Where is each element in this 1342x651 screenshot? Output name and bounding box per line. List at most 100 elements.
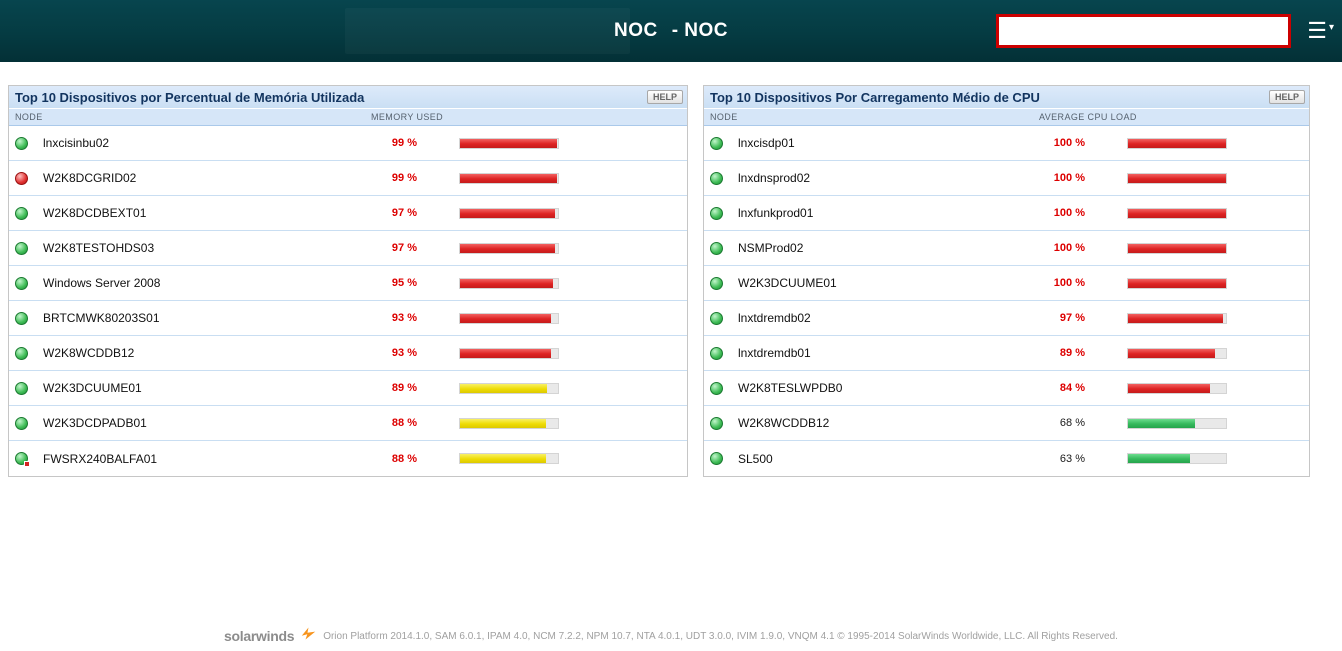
node-name[interactable]: SL500 — [738, 451, 773, 466]
table-row[interactable]: lnxfunkprod01 100 % — [704, 196, 1309, 231]
chevron-down-icon: ▾ — [1328, 22, 1334, 33]
table-row[interactable]: W2K8TESTOHDS03 97 % — [9, 231, 687, 266]
metric-value: 63 % — [1059, 452, 1085, 465]
table-row[interactable]: BRTCMWK80203S01 93 % — [9, 301, 687, 336]
node-name[interactable]: W2K3DCUUME01 — [738, 276, 837, 290]
dashboard-main: Top 10 Dispositivos por Percentual de Me… — [0, 62, 1342, 477]
usage-bar — [1127, 172, 1227, 184]
table-row[interactable]: W2K3DCDPADB01 88 % — [9, 406, 687, 441]
help-button[interactable]: HELP — [1268, 90, 1305, 104]
node-name[interactable]: lnxcisinbu02 — [43, 136, 110, 150]
metric-value: 93 % — [391, 347, 417, 359]
usage-bar — [459, 172, 559, 184]
table-row[interactable]: W2K8WCDDB12 93 % — [9, 336, 687, 371]
node-name[interactable]: FWSRX240BALFA01 — [43, 451, 158, 466]
usage-bar — [1127, 277, 1227, 289]
solarwinds-logo-text: solarwinds — [224, 628, 295, 644]
memory-rows: lnxcisinbu02 99 % W2K8DCGRID02 99 % W2K8… — [9, 126, 687, 476]
usage-bar — [1127, 382, 1227, 394]
node-name[interactable]: lnxdnsprod02 — [738, 171, 811, 185]
node-status-icon — [15, 381, 28, 395]
panel-title: Top 10 Dispositivos por Percentual de Me… — [15, 89, 365, 105]
node-name[interactable]: NSMProd02 — [738, 241, 804, 255]
node-name[interactable]: W2K8DCGRID02 — [43, 171, 137, 185]
metric-value: 84 % — [1059, 382, 1085, 394]
cpu-top10-panel: Top 10 Dispositivos Por Carregamento Méd… — [703, 85, 1310, 477]
footer: solarwinds Orion Platform 2014.1.0, SAM … — [0, 621, 1342, 651]
usage-bar — [1127, 312, 1227, 324]
metric-value: 68 % — [1059, 417, 1085, 429]
bar-fill — [1128, 278, 1226, 288]
usage-bar — [459, 347, 559, 359]
node-status-icon — [710, 206, 723, 220]
node-status-icon — [710, 416, 723, 430]
node-status-icon — [15, 346, 28, 360]
metric-value: 89 % — [391, 382, 417, 394]
table-row[interactable]: W2K3DCUUME01 100 % — [704, 266, 1309, 301]
page-title: NOC - NOC — [0, 0, 1342, 62]
node-name[interactable]: BRTCMWK80203S01 — [43, 311, 160, 325]
node-name[interactable]: lnxtdremdb01 — [738, 346, 811, 360]
table-row[interactable]: W2K8WCDDB12 68 % — [704, 406, 1309, 441]
table-row[interactable]: lnxtdremdb02 97 % — [704, 301, 1309, 336]
metric-value: 88 % — [391, 417, 417, 429]
table-row[interactable]: FWSRX240BALFA01 88 % — [9, 441, 687, 476]
search-input[interactable] — [996, 14, 1292, 48]
node-name[interactable]: lnxcisdp01 — [738, 136, 795, 150]
hamburger-menu-icon: ☰ — [1307, 18, 1327, 43]
column-header-row: NODE AVERAGE CPU LOAD — [704, 109, 1309, 126]
bar-fill — [1128, 138, 1226, 148]
table-row[interactable]: lnxdnsprod02 100 % — [704, 161, 1309, 196]
node-status-icon — [15, 136, 28, 150]
node-status-icon — [15, 416, 28, 430]
node-name[interactable]: W2K8DCDBEXT01 — [43, 206, 147, 220]
table-row[interactable]: NSMProd02 100 % — [704, 231, 1309, 266]
metric-value: 88 % — [391, 452, 417, 465]
bar-fill — [1128, 348, 1216, 358]
usage-bar — [1127, 453, 1227, 464]
table-row[interactable]: SL500 63 % — [704, 441, 1309, 476]
table-row[interactable]: lnxtdremdb01 89 % — [704, 336, 1309, 371]
node-name[interactable]: lnxfunkprod01 — [738, 206, 814, 220]
node-status-icon — [710, 171, 723, 185]
table-row[interactable]: W2K8TESLWPDB0 84 % — [704, 371, 1309, 406]
node-name[interactable]: W2K8WCDDB12 — [738, 416, 830, 430]
panel-titlebar: Top 10 Dispositivos por Percentual de Me… — [9, 86, 687, 109]
node-name[interactable]: lnxtdremdb02 — [738, 311, 811, 325]
column-header-node: NODE — [710, 112, 738, 122]
table-row[interactable]: W2K3DCUUME01 89 % — [9, 371, 687, 406]
node-name[interactable]: Windows Server 2008 — [43, 276, 161, 290]
bar-fill — [460, 208, 556, 218]
node-name[interactable]: W2K8TESTOHDS03 — [43, 241, 155, 255]
node-name[interactable]: W2K8WCDDB12 — [43, 346, 135, 360]
header-bar: NOC - NOC ☰ ▾ — [0, 0, 1342, 62]
usage-bar — [1127, 417, 1227, 429]
node-name[interactable]: W2K8TESLWPDB0 — [738, 381, 843, 395]
bar-fill — [1128, 208, 1226, 218]
metric-value: 97 % — [1059, 312, 1085, 324]
panel-title: Top 10 Dispositivos Por Carregamento Méd… — [710, 89, 1040, 105]
metric-value: 100 % — [1053, 207, 1085, 219]
metric-value: 99 % — [391, 137, 417, 149]
table-row[interactable]: W2K8DCGRID02 99 % — [9, 161, 687, 196]
page-title-primary: NOC — [613, 20, 658, 41]
bar-fill — [1128, 454, 1190, 463]
help-button[interactable]: HELP — [646, 90, 683, 104]
usage-bar — [459, 453, 559, 464]
node-status-icon — [15, 241, 28, 255]
node-status-icon — [15, 206, 28, 220]
table-row[interactable]: lnxcisinbu02 99 % — [9, 126, 687, 161]
node-name[interactable]: W2K3DCUUME01 — [43, 381, 142, 395]
usage-bar — [459, 312, 559, 324]
table-row[interactable]: lnxcisdp01 100 % — [704, 126, 1309, 161]
column-header-metric: AVERAGE CPU LOAD — [1039, 112, 1137, 122]
hamburger-menu-button[interactable]: ☰ ▾ — [1307, 18, 1334, 43]
table-row[interactable]: W2K8DCDBEXT01 97 % — [9, 196, 687, 231]
node-status-icon — [710, 276, 723, 290]
table-row[interactable]: Windows Server 2008 95 % — [9, 266, 687, 301]
bar-fill — [1128, 383, 1211, 393]
node-name[interactable]: W2K3DCDPADB01 — [43, 416, 147, 430]
metric-value: 99 % — [391, 172, 417, 184]
usage-bar — [1127, 207, 1227, 219]
node-status-icon — [15, 452, 30, 467]
